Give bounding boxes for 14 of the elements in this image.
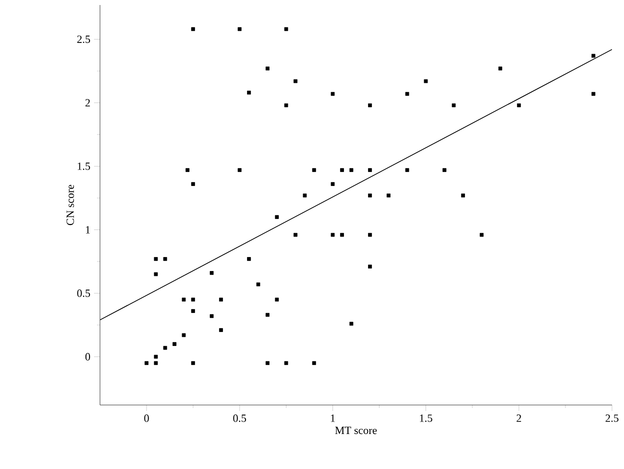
x-tick-label: 0 [144, 414, 149, 422]
y-axis-title: CN score [66, 184, 74, 226]
x-tick-label: 2 [516, 414, 522, 422]
y-tick-label: 0.5 [77, 290, 90, 297]
y-tick-label: 2.5 [77, 36, 90, 43]
y-tick-label: 1.5 [78, 162, 90, 170]
y-tick-label: 2 [85, 99, 90, 106]
x-tick-label: 2.5 [606, 414, 618, 422]
y-tick-label: 1 [86, 226, 90, 234]
y-tick-label: 0 [85, 353, 90, 360]
x-tick-label: 0.5 [233, 414, 246, 422]
x-axis-title: MT score [335, 426, 377, 434]
x-tick-label: 1 [330, 414, 335, 422]
x-tick-label: 1.5 [420, 414, 432, 422]
